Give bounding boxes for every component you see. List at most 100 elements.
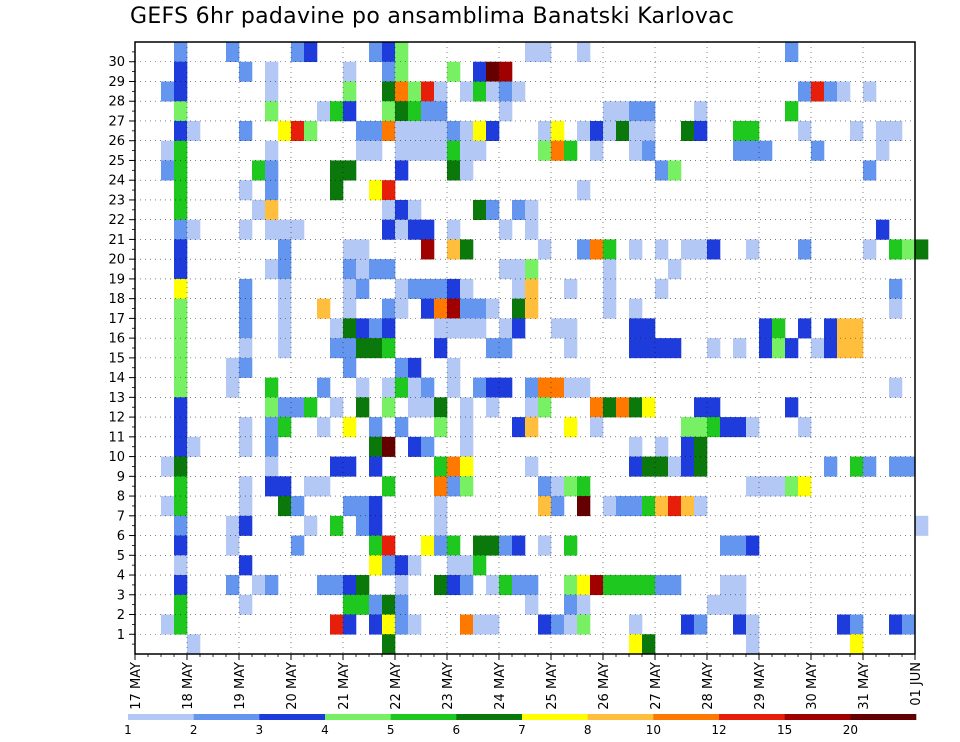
heatmap-cell	[681, 417, 695, 438]
heatmap-cell	[369, 594, 383, 615]
heatmap-cell	[395, 42, 409, 63]
heatmap-cell	[369, 140, 383, 161]
heatmap-cell	[174, 377, 188, 398]
heatmap-cell	[447, 61, 461, 82]
x-tick-label: 26 MAY	[597, 662, 612, 710]
colorbar-swatch	[259, 714, 326, 720]
heatmap-cell	[382, 42, 396, 63]
heatmap-cell	[889, 298, 903, 319]
y-axis: 1234567891011121314151617181920212223242…	[108, 51, 135, 645]
heatmap-cell	[538, 140, 552, 161]
heatmap-cell	[577, 575, 591, 596]
heatmap-cell	[265, 81, 279, 102]
heatmap-cell	[564, 140, 578, 161]
heatmap-cell	[265, 417, 279, 438]
heatmap-cell	[525, 219, 539, 240]
heatmap-cell	[317, 476, 331, 497]
heatmap-cell	[421, 436, 435, 457]
heatmap-cell	[499, 259, 513, 280]
heatmap-cell	[343, 101, 357, 122]
heatmap-cell	[369, 515, 383, 536]
heatmap-cell	[369, 259, 383, 280]
heatmap-cell	[447, 239, 461, 260]
heatmap-cell	[655, 575, 669, 596]
heatmap-cell	[395, 61, 409, 82]
heatmap-cell	[382, 535, 396, 556]
x-tick-label: 22 MAY	[389, 662, 404, 710]
heatmap-cell	[434, 476, 448, 497]
heatmap-cell	[746, 634, 760, 655]
heatmap-cell	[369, 42, 383, 63]
y-tick-label: 29	[108, 75, 125, 90]
heatmap-cell	[395, 160, 409, 181]
heatmap-cell	[382, 81, 396, 102]
heatmap-cell	[356, 575, 370, 596]
heatmap-cell	[382, 377, 396, 398]
heatmap-cell	[551, 120, 565, 142]
heatmap-cell	[512, 298, 526, 319]
colorbar-swatch	[587, 714, 654, 720]
heatmap-cell	[174, 259, 188, 280]
heatmap-cell	[772, 338, 786, 359]
heatmap-cell	[421, 101, 435, 122]
heatmap-cell	[616, 397, 630, 418]
heatmap-cell	[174, 496, 188, 517]
y-tick-label: 10	[108, 450, 125, 465]
heatmap-cell	[473, 535, 487, 556]
heatmap-cell	[408, 101, 422, 122]
heatmap-cell	[369, 496, 383, 517]
heatmap-cell	[590, 239, 604, 260]
heatmap-cell	[239, 180, 253, 201]
heatmap-cell	[772, 476, 786, 497]
heatmap-cell	[668, 456, 682, 477]
y-tick-label: 3	[117, 588, 125, 603]
heatmap-cell	[356, 140, 370, 161]
x-tick-label: 25 MAY	[545, 662, 560, 710]
y-tick-label: 26	[108, 134, 125, 149]
heatmap-cell	[343, 61, 357, 82]
heatmap-cell	[369, 417, 383, 438]
heatmap-cell	[408, 397, 422, 418]
heatmap-cell	[434, 496, 448, 517]
heatmap-cell	[343, 496, 357, 517]
heatmap-cell	[538, 120, 552, 142]
heatmap-cell	[694, 436, 708, 457]
heatmap-cell	[538, 496, 552, 517]
heatmap-cell	[343, 614, 357, 635]
x-axis: 17 MAY 18 MAY 19 MAY 20 MAY 21 MAY 22 MAY 23 M…	[129, 654, 924, 710]
heatmap-cell	[564, 377, 578, 398]
heatmap-cell	[382, 120, 396, 142]
heatmap-cell	[642, 101, 656, 122]
colorbar-swatch	[193, 714, 260, 720]
x-tick-label: 31 MAY	[857, 662, 872, 710]
heatmap-cell	[668, 259, 682, 280]
heatmap-cell	[447, 575, 461, 596]
heatmap-cell	[915, 239, 929, 260]
heatmap-cell	[317, 101, 331, 122]
heatmap-cell	[603, 101, 617, 122]
heatmap-cell	[577, 594, 591, 615]
heatmap-cell	[291, 219, 305, 240]
x-tick-label: 29 MAY	[753, 662, 768, 710]
heatmap-cell	[733, 594, 747, 615]
y-tick-label: 21	[108, 233, 125, 248]
heatmap-cell	[759, 318, 773, 339]
heatmap-cell	[564, 417, 578, 438]
heatmap-cell	[889, 120, 903, 142]
heatmap-cell	[564, 278, 578, 299]
heatmap-cell	[486, 120, 500, 142]
heatmap-cell	[226, 575, 240, 596]
heatmap-cell	[304, 42, 318, 63]
heatmap-cell	[525, 575, 539, 596]
heatmap-cell	[382, 436, 396, 457]
heatmap-cell	[395, 81, 409, 102]
heatmap-cell	[434, 298, 448, 319]
heatmap-cell	[785, 42, 799, 63]
colorbar-label: 10	[646, 723, 661, 737]
heatmap-cell	[239, 278, 253, 299]
heatmap-cell	[382, 219, 396, 240]
y-tick-label: 22	[108, 213, 125, 228]
heatmap-cell	[434, 575, 448, 596]
heatmap-cell	[616, 496, 630, 517]
heatmap-cell	[694, 456, 708, 477]
